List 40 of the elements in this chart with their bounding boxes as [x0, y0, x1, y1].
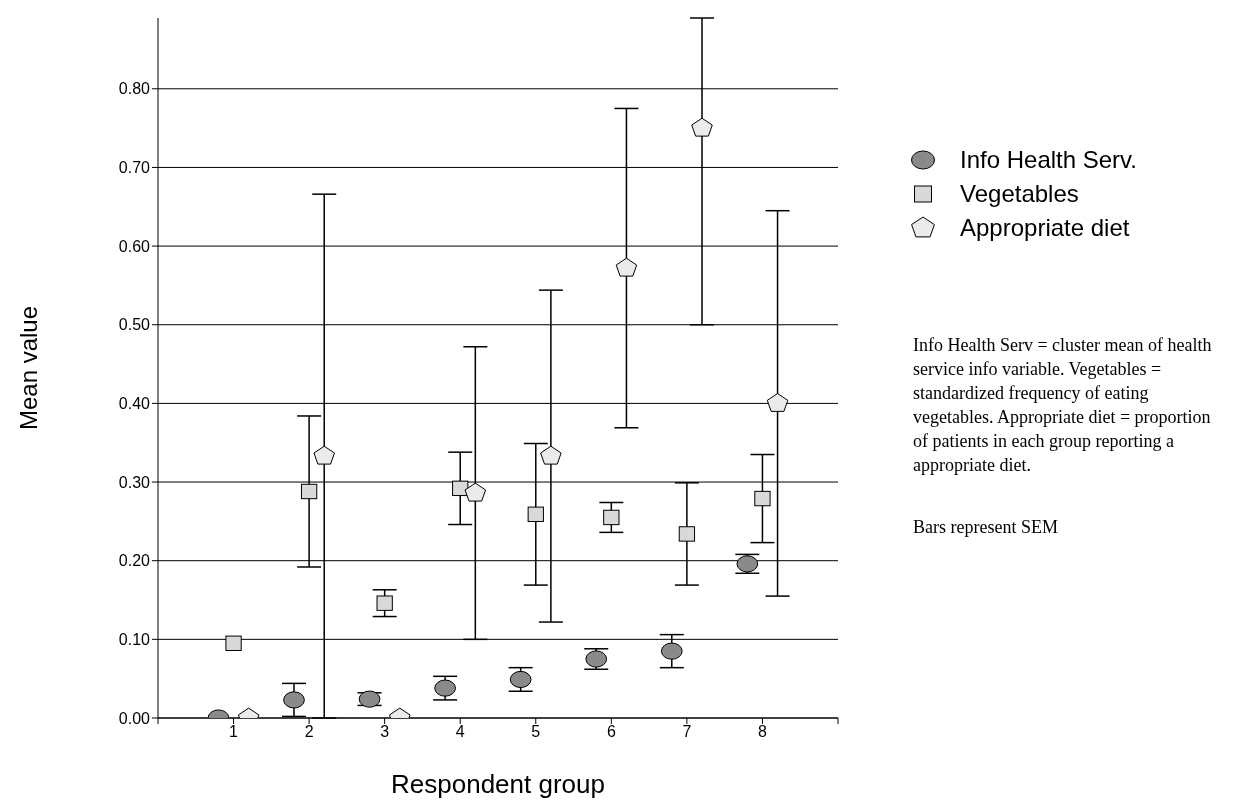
point — [313, 445, 335, 465]
y-tick-label: 0.10 — [118, 631, 151, 649]
point — [660, 642, 683, 660]
y-axis-title: Mean value — [14, 305, 42, 431]
x-tick-label: 5 — [531, 723, 541, 741]
y-tick-label: 0.00 — [118, 709, 151, 727]
x-tick-label: 7 — [682, 723, 692, 741]
x-tick-label: 6 — [606, 723, 616, 741]
point — [452, 480, 469, 497]
x-axis-title: Respondent group — [391, 769, 605, 799]
y-tick-label: 0.70 — [118, 159, 151, 177]
point — [283, 691, 305, 709]
x-tick-label: 1 — [229, 723, 239, 741]
y-tick-label: 0.50 — [118, 316, 151, 334]
legend-label: Info Health Serv. — [960, 146, 1137, 174]
point — [615, 257, 638, 277]
x-tick-label: 2 — [304, 723, 314, 741]
point — [540, 445, 562, 465]
legend-label: Vegetables — [960, 180, 1079, 208]
y-tick-label: 0.80 — [118, 80, 151, 98]
text: Bars represent SEM — [913, 516, 1059, 539]
point — [300, 483, 318, 500]
point — [766, 392, 789, 412]
y-tick-label: 0.20 — [118, 552, 151, 570]
point — [754, 490, 771, 507]
x-tick-label: 3 — [380, 723, 390, 741]
y-tick-label: 0.30 — [118, 473, 151, 491]
x-tick-label: 8 — [757, 723, 767, 741]
point — [603, 509, 620, 526]
y-tick-label: 0.60 — [118, 237, 151, 255]
text: Info Health Serv = cluster mean of health service info variable. Vegetables = standardized frequency of eating vegetables. Appropriate diet = proportion of patients in each group reporting a appropriate diet. — [913, 334, 1213, 477]
point — [678, 526, 696, 542]
x-tick-label: 4 — [455, 723, 465, 741]
point — [527, 506, 544, 522]
point — [691, 117, 713, 137]
point — [464, 482, 487, 502]
point — [225, 635, 242, 651]
legend-label: Appropriate diet — [960, 214, 1130, 242]
point — [376, 595, 393, 611]
y-tick-label: 0.40 — [118, 395, 151, 413]
